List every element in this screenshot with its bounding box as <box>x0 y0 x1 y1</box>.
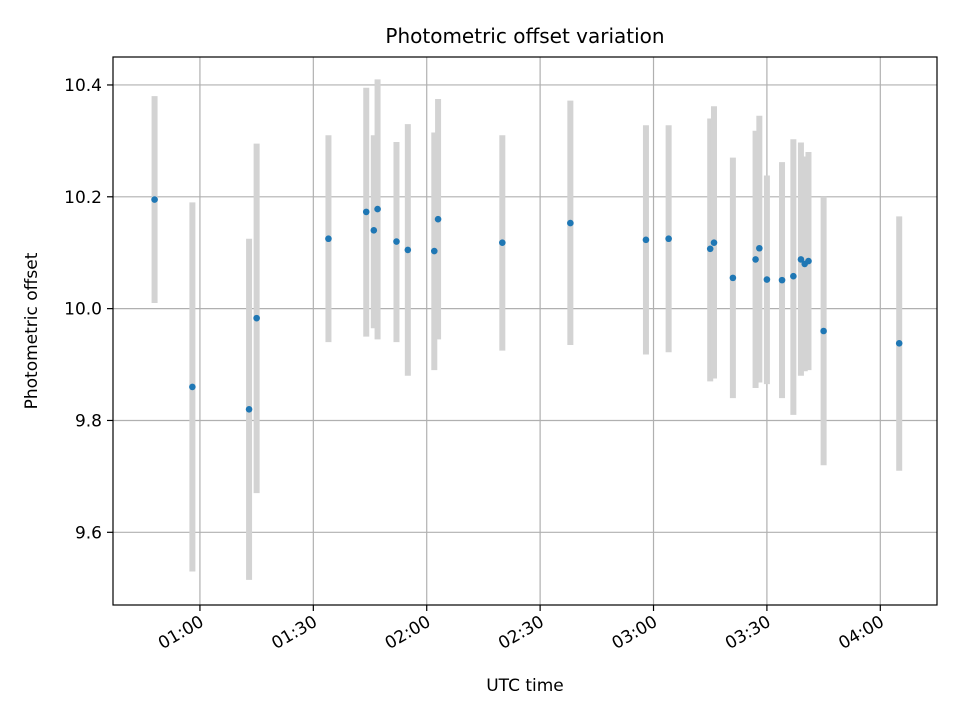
chart-title: Photometric offset variation <box>385 24 664 48</box>
x-tick-label: 01:30 <box>268 612 320 654</box>
data-point <box>189 383 196 391</box>
y-tick-label: 10.4 <box>64 76 102 96</box>
y-tick-label: 9.6 <box>75 523 102 543</box>
data-point <box>567 219 574 227</box>
data-point <box>404 246 412 254</box>
data-point <box>393 238 400 245</box>
data-point <box>752 256 759 263</box>
data-point <box>642 236 650 244</box>
x-axis-ticks: 01:00 01:30 02:00 02:30 03:00 03:30 04:00 <box>155 605 888 654</box>
x-tick-label: 03:30 <box>722 612 774 654</box>
x-tick-label: 03:00 <box>609 612 661 654</box>
data-point <box>756 244 763 252</box>
data-point <box>895 340 903 347</box>
data-point <box>434 215 442 223</box>
data-point <box>729 274 737 282</box>
x-tick-label: 04:00 <box>835 612 887 654</box>
y-tick-label: 9.8 <box>75 411 102 431</box>
x-tick-label: 02:30 <box>495 612 547 654</box>
data-point <box>245 405 253 413</box>
data-point <box>499 239 506 246</box>
data-points <box>151 196 903 413</box>
data-point <box>325 235 332 243</box>
plot-frame <box>112 56 938 606</box>
data-point <box>374 205 381 213</box>
data-point <box>710 239 718 246</box>
grid-lines <box>113 57 937 605</box>
y-axis-ticks: 9.6 9.8 10.0 10.2 10.4 <box>64 76 113 543</box>
data-point <box>763 276 771 283</box>
y-axis-label: Photometric offset <box>22 252 42 409</box>
data-point <box>805 257 812 265</box>
data-point <box>706 245 714 253</box>
data-point <box>151 196 158 203</box>
data-point <box>370 227 378 234</box>
error-bars <box>151 79 903 580</box>
y-tick-label: 10.0 <box>64 300 102 320</box>
x-axis-label: UTC time <box>486 676 564 696</box>
data-point <box>362 208 370 216</box>
y-tick-label: 10.2 <box>64 188 102 208</box>
data-point <box>253 314 260 322</box>
x-tick-label: 01:00 <box>155 612 207 654</box>
data-point <box>778 276 786 284</box>
data-point <box>820 327 827 335</box>
data-point <box>665 235 672 243</box>
data-point <box>797 256 805 263</box>
data-point <box>430 247 438 255</box>
data-point <box>790 272 797 280</box>
x-tick-label: 02:00 <box>382 612 434 654</box>
